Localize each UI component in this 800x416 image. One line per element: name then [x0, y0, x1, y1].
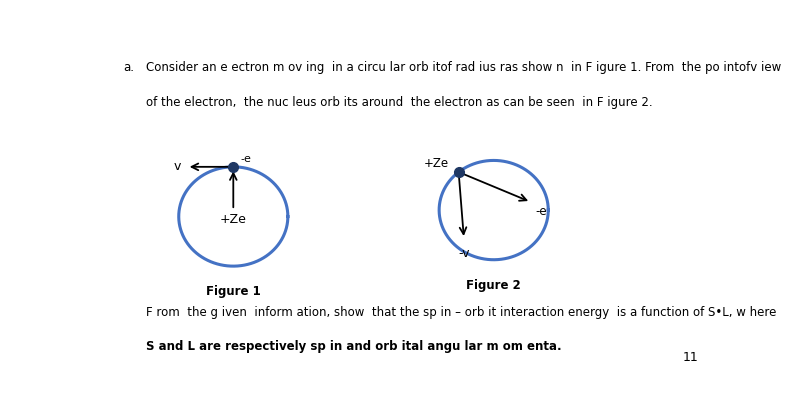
- Text: v: v: [174, 160, 181, 173]
- Text: S and L are respectively sp in and orb ital angu lar m om enta.: S and L are respectively sp in and orb i…: [146, 340, 562, 353]
- Text: Figure 1: Figure 1: [206, 285, 261, 298]
- Text: +Ze: +Ze: [424, 157, 450, 171]
- Text: +Ze: +Ze: [220, 213, 246, 226]
- Text: Figure 2: Figure 2: [466, 279, 521, 292]
- Text: F rom  the g iven  inform ation, show  that the sp in – orb it interaction energ: F rom the g iven inform ation, show that…: [146, 306, 777, 319]
- Text: of the electron,  the nuc leus orb its around  the electron as can be seen  in F: of the electron, the nuc leus orb its ar…: [146, 97, 653, 109]
- Text: -v: -v: [458, 247, 470, 260]
- Text: 11: 11: [682, 351, 698, 364]
- Text: a.: a.: [123, 61, 134, 74]
- Text: -e: -e: [241, 154, 252, 163]
- Text: -e: -e: [536, 205, 547, 218]
- Text: Consider an e ectron m ov ing  in a circu lar orb itof rad ius ras show n  in F : Consider an e ectron m ov ing in a circu…: [146, 61, 782, 74]
